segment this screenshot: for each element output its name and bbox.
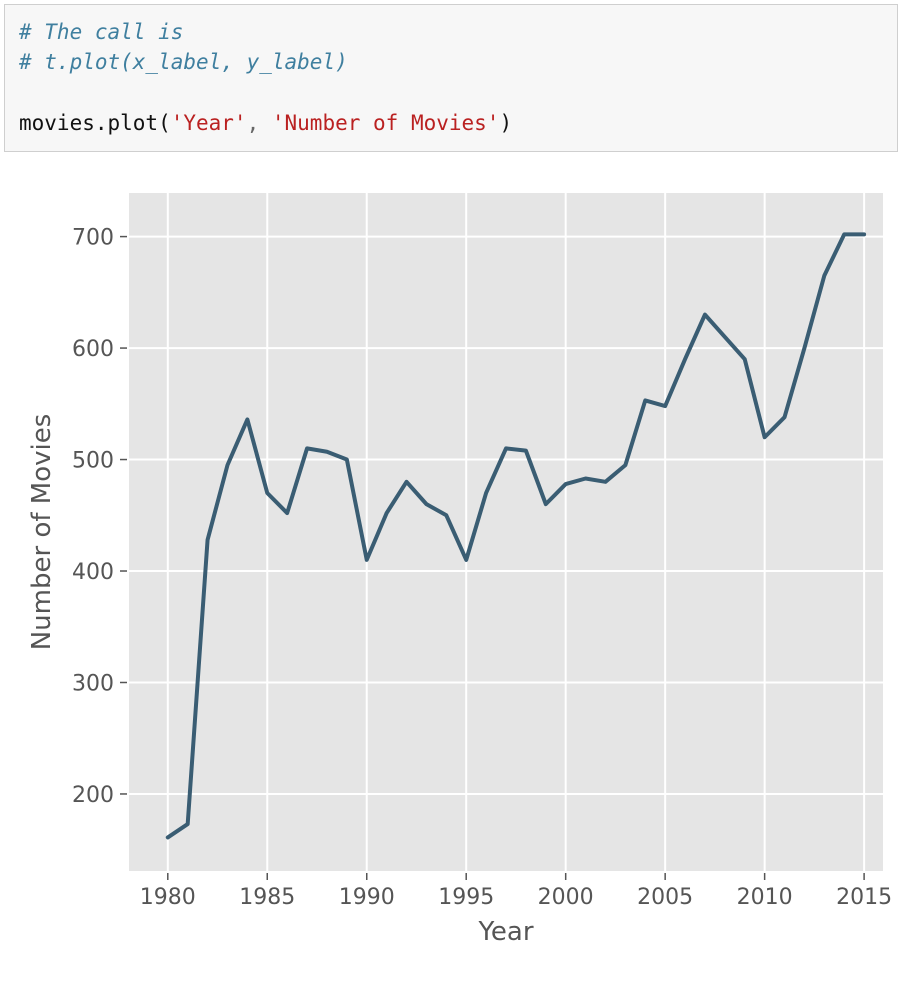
chart-output: 1980 1985 1990 1995 2000 2005 2010 2015 200 300 40… bbox=[18, 172, 894, 962]
ytick-label: 300 bbox=[72, 671, 114, 696]
code-call-suffix: ) bbox=[499, 111, 512, 135]
plot-background bbox=[128, 192, 884, 872]
code-arg1: 'Year' bbox=[171, 111, 247, 135]
ytick-label: 500 bbox=[72, 448, 114, 473]
line-chart: 1980 1985 1990 1995 2000 2005 2010 2015 200 300 40… bbox=[18, 172, 894, 962]
code-call-prefix: movies.plot( bbox=[19, 111, 171, 135]
code-comment-line: # The call is bbox=[19, 20, 183, 44]
xtick-label: 1995 bbox=[438, 885, 494, 910]
xtick-label: 1985 bbox=[239, 885, 295, 910]
xtick-label: 1990 bbox=[339, 885, 395, 910]
xtick-label: 1980 bbox=[140, 885, 196, 910]
code-cell: # The call is # t.plot(x_label, y_label)… bbox=[4, 4, 898, 152]
ytick-label: 600 bbox=[72, 337, 114, 362]
xtick-label: 2010 bbox=[737, 885, 793, 910]
xtick-label: 2015 bbox=[836, 885, 892, 910]
xtick-label: 2005 bbox=[637, 885, 693, 910]
code-comment-line: # t.plot(x_label, y_label) bbox=[19, 50, 348, 74]
ytick-label: 400 bbox=[72, 560, 114, 585]
code-arg2: 'Number of Movies' bbox=[272, 111, 500, 135]
ytick-label: 700 bbox=[72, 225, 114, 250]
code-sep: , bbox=[247, 111, 272, 135]
xtick-label: 2000 bbox=[538, 885, 594, 910]
x-axis-label: Year bbox=[477, 917, 533, 947]
y-axis-label: Number of Movies bbox=[27, 413, 57, 650]
ytick-label: 200 bbox=[72, 783, 114, 808]
